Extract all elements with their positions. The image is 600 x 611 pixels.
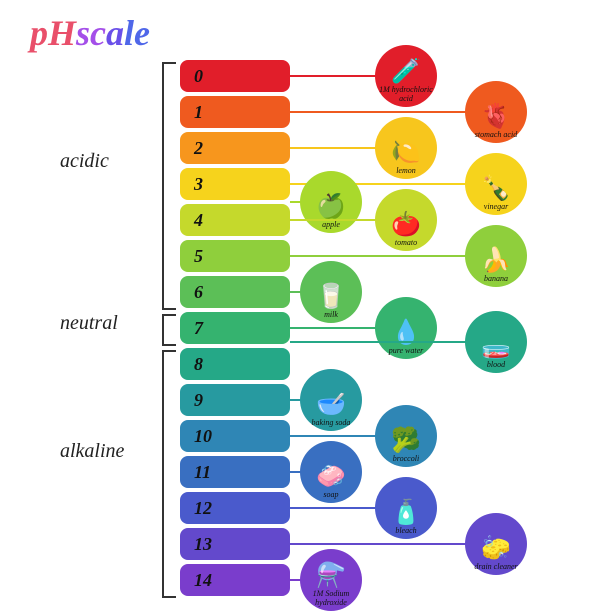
ph-bar-13: 13 <box>180 528 290 560</box>
example-milk: 🥛 milk <box>300 261 362 323</box>
example-broccoli: 🥦 broccoli <box>375 405 437 467</box>
example-icon: 🧼 <box>316 465 346 489</box>
example-baking-soda: 🥣 baking soda <box>300 369 362 431</box>
ph-value: 6 <box>194 282 203 303</box>
example-soap: 🧼 soap <box>300 441 362 503</box>
ph-value: 5 <box>194 246 203 267</box>
ph-bar-7: 7 <box>180 312 290 344</box>
example-label: lemon <box>378 167 434 175</box>
example-pure-water: 💧pure water <box>375 297 437 359</box>
ph-value: 8 <box>194 354 203 375</box>
example-icon: ⚗️ <box>316 564 346 588</box>
example-drain-cleaner: 🧽 drain cleaner <box>465 513 527 575</box>
category-label-alkaline: alkaline <box>60 440 124 463</box>
ph-scale-column: 01234567891011121314 <box>180 60 290 600</box>
example-stomach-acid: 🫀 stomach acid <box>465 81 527 143</box>
connector <box>290 147 379 149</box>
example-icon: 🍏 <box>316 195 346 219</box>
connector <box>290 255 469 257</box>
example-icon: 🍾 <box>481 177 511 201</box>
connector <box>290 507 379 509</box>
example-icon: 🍌 <box>481 249 511 273</box>
example-icon: 🥛 <box>316 285 346 309</box>
example-label: vinegar <box>468 203 524 211</box>
ph-value: 0 <box>194 66 203 87</box>
example-label: 1M hydrochloric acid <box>378 86 434 103</box>
ph-bar-8: 8 <box>180 348 290 380</box>
ph-bar-0: 0 <box>180 60 290 92</box>
example-1M-Sodium-hydroxide: ⚗️ 1M Sodium hydroxide <box>300 549 362 611</box>
ph-value: 11 <box>194 462 211 483</box>
connector <box>290 111 469 113</box>
example-label: soap <box>303 491 359 499</box>
example-label: bleach <box>378 527 434 535</box>
example-icon: 🍋 <box>391 141 421 165</box>
ph-value: 2 <box>194 138 203 159</box>
ph-value: 10 <box>194 426 212 447</box>
example-label: pure water <box>378 347 434 355</box>
example-blood: 🧫 blood <box>465 311 527 373</box>
connector <box>290 341 469 343</box>
example-label: banana <box>468 275 524 283</box>
ph-bar-11: 11 <box>180 456 290 488</box>
example-icon: 🧽 <box>481 537 511 561</box>
example-label: milk <box>303 311 359 319</box>
example-label: stomach acid <box>468 131 524 139</box>
example-bleach: 🧴 bleach <box>375 477 437 539</box>
example-label: broccoli <box>378 455 434 463</box>
ph-bar-5: 5 <box>180 240 290 272</box>
ph-bar-2: 2 <box>180 132 290 164</box>
example-icon: 🍅 <box>391 213 421 237</box>
connector <box>290 75 379 77</box>
connector <box>290 543 469 545</box>
bracket-alkaline <box>162 350 176 598</box>
connector <box>290 219 379 221</box>
ph-value: 14 <box>194 570 212 591</box>
connector <box>290 327 379 329</box>
ph-value: 1 <box>194 102 203 123</box>
ph-bar-10: 10 <box>180 420 290 452</box>
example-apple: 🍏 apple <box>300 171 362 233</box>
ph-bar-1: 1 <box>180 96 290 128</box>
example-1M-hydrochloric-acid: 🧪 1M hydrochloric acid <box>375 45 437 107</box>
example-label: blood <box>468 361 524 369</box>
example-icon: 🧪 <box>391 60 421 84</box>
ph-value: 4 <box>194 210 203 231</box>
example-label: baking soda <box>303 419 359 427</box>
connector <box>290 435 379 437</box>
example-icon: 🧴 <box>391 501 421 525</box>
ph-value: 7 <box>194 318 203 339</box>
example-label: 1M Sodium hydroxide <box>303 590 359 607</box>
ph-value: 12 <box>194 498 212 519</box>
bracket-acidic <box>162 62 176 310</box>
example-label: apple <box>303 221 359 229</box>
ph-value: 3 <box>194 174 203 195</box>
category-label-neutral: neutral <box>60 312 118 335</box>
example-vinegar: 🍾 vinegar <box>465 153 527 215</box>
example-label: drain cleaner <box>468 563 524 571</box>
example-icon: 🥦 <box>391 429 421 453</box>
bracket-neutral <box>162 314 176 346</box>
ph-value: 9 <box>194 390 203 411</box>
ph-bar-9: 9 <box>180 384 290 416</box>
ph-bar-6: 6 <box>180 276 290 308</box>
example-lemon: 🍋 lemon <box>375 117 437 179</box>
ph-bar-12: 12 <box>180 492 290 524</box>
example-banana: 🍌 banana <box>465 225 527 287</box>
ph-value: 13 <box>194 534 212 555</box>
category-label-acidic: acidic <box>60 150 109 173</box>
example-label: tomato <box>378 239 434 247</box>
ph-bar-14: 14 <box>180 564 290 596</box>
example-tomato: 🍅 tomato <box>375 189 437 251</box>
ph-bar-4: 4 <box>180 204 290 236</box>
example-icon: 🥣 <box>316 393 346 417</box>
page-title: pH scale <box>30 12 150 54</box>
ph-bar-3: 3 <box>180 168 290 200</box>
example-icon: 🫀 <box>481 105 511 129</box>
example-icon: 🧫 <box>481 335 511 359</box>
